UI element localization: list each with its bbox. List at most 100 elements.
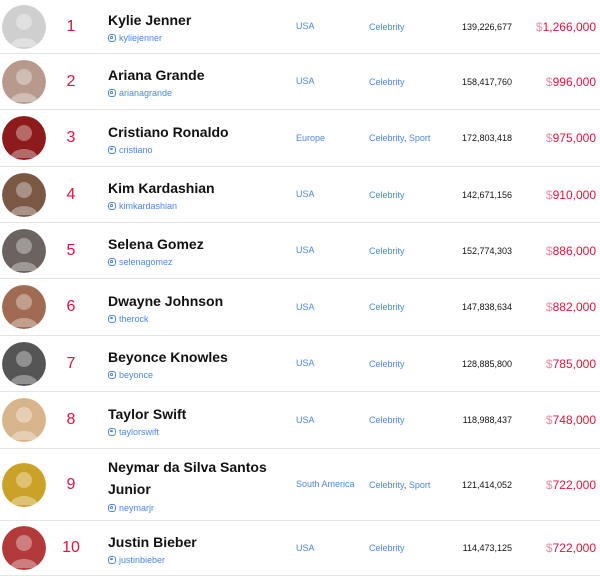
instagram-handle[interactable]: kimkardashian [108, 201, 177, 211]
influencer-name[interactable]: Kim Kardashian [108, 180, 215, 196]
avatar[interactable] [2, 526, 46, 570]
category-link[interactable]: Celebrity [369, 21, 405, 32]
post-price: $748,000 [546, 413, 596, 427]
instagram-handle[interactable]: selenagomez [108, 257, 173, 267]
post-price: $1,266,000 [536, 20, 596, 34]
avatar[interactable] [2, 59, 46, 104]
avatar[interactable] [2, 4, 46, 49]
table-row[interactable]: 10 Justin Bieber justinbieber USA Celebrity 1… [0, 521, 600, 576]
category-link[interactable]: Celebrity [369, 358, 405, 369]
handle-text[interactable]: cristiano [119, 144, 153, 155]
handle-text[interactable]: selenagomez [119, 257, 173, 267]
country-link[interactable]: USA [296, 245, 315, 255]
instagram-handle[interactable]: beyonce [108, 370, 153, 380]
category-link[interactable]: Celebrity [369, 189, 405, 200]
instagram-handle[interactable]: arianagrande [108, 88, 172, 98]
rank-cell: 9 [58, 449, 84, 520]
rank-cell: 3 [58, 110, 84, 166]
avatar[interactable] [2, 341, 46, 386]
instagram-icon [108, 89, 116, 97]
rank-cell: 1 [58, 0, 84, 53]
category-link[interactable]: Sport [408, 133, 431, 143]
country-link[interactable]: USA [296, 414, 315, 425]
name-cell: Cristiano Ronaldo cristiano [108, 110, 288, 166]
handle-text[interactable]: beyonce [119, 370, 154, 380]
price-value: 910,000 [552, 187, 596, 202]
currency-symbol: $ [545, 131, 553, 145]
influencer-name[interactable]: Ariana Grande [108, 67, 205, 83]
name-cell: Justin Bieber justinbieber [108, 521, 288, 575]
table-row[interactable]: 1 Kylie Jenner kyliejenner USA Celebrity 139,… [0, 0, 600, 54]
category-link[interactable]: Celebrity [369, 415, 405, 425]
category-cell: Celebrity, Sport [369, 449, 449, 520]
handle-text[interactable]: taylorswift [119, 426, 160, 437]
influencer-name[interactable]: Selena Gomez [108, 236, 204, 252]
avatar-cell [2, 521, 48, 575]
influencer-name[interactable]: Kylie Jenner [108, 12, 192, 28]
influencer-name[interactable]: Beyonce Knowles [108, 349, 228, 365]
influencer-name[interactable]: Cristiano Ronaldo [108, 123, 229, 140]
category-link[interactable]: Sport [408, 479, 431, 490]
handle-text[interactable]: justinbieber [119, 554, 166, 565]
instagram-handle[interactable]: therock [108, 314, 149, 324]
influencer-name[interactable]: Justin Bieber [108, 533, 197, 550]
rank-number: 6 [66, 298, 76, 315]
instagram-handle[interactable]: neymarjr [108, 503, 154, 513]
name-cell: Ariana Grande arianagrande [108, 54, 288, 109]
price-value: 886,000 [552, 243, 596, 258]
avatar[interactable] [2, 285, 46, 329]
category-link[interactable]: Celebrity [369, 479, 404, 490]
table-row[interactable]: 7 Beyonce Knowles beyonce USA Celebrity 128,8… [0, 336, 600, 392]
category-link[interactable]: Celebrity [369, 76, 405, 87]
country-link[interactable]: USA [296, 301, 315, 312]
currency-symbol: $ [545, 300, 553, 314]
influencer-name[interactable]: Taylor Swift [108, 405, 187, 422]
table-row[interactable]: 5 Selena Gomez selenagomez USA Celebrity 152,… [0, 223, 600, 279]
country-link[interactable]: USA [296, 189, 315, 199]
follower-count: 158,417,760 [461, 76, 512, 87]
influencer-name[interactable]: Dwayne Johnson [108, 292, 224, 309]
follower-count: 114,473,125 [462, 543, 512, 553]
instagram-handle[interactable]: justinbieber [108, 555, 165, 565]
table-row[interactable]: 2 Ariana Grande arianagrande USA Celebrity 15… [0, 54, 600, 110]
avatar[interactable] [2, 462, 46, 507]
category-link[interactable]: Celebrity [369, 133, 404, 143]
category-link[interactable]: Celebrity [369, 245, 405, 256]
influencer-name[interactable]: Neymar da Silva Santos Junior [108, 459, 267, 497]
name-cell: Neymar da Silva Santos Junior neymarjr [108, 449, 288, 520]
table-row[interactable]: 9 Neymar da Silva Santos Junior neymarjr So… [0, 449, 600, 521]
category-link[interactable]: Celebrity [369, 543, 405, 553]
category-list: Celebrity [369, 359, 405, 369]
instagram-handle[interactable]: kyliejenner [108, 33, 162, 43]
handle-text[interactable]: therock [119, 313, 149, 324]
rank-cell: 4 [58, 167, 84, 222]
table-row[interactable]: 8 Taylor Swift taylorswift USA Celebrity 118,… [0, 392, 600, 449]
instagram-handle[interactable]: cristiano [108, 145, 153, 155]
follower-count: 172,803,418 [461, 133, 512, 143]
rank-cell: 8 [58, 392, 84, 448]
category-link[interactable]: Celebrity [369, 302, 405, 312]
avatar[interactable] [2, 228, 46, 273]
rank-number: 10 [62, 539, 80, 556]
handle-text[interactable]: neymarjr [119, 503, 155, 513]
avatar[interactable] [2, 116, 46, 160]
country-link[interactable]: USA [296, 76, 315, 86]
rank-number: 7 [66, 354, 76, 372]
country-link[interactable]: USA [296, 21, 315, 31]
country-cell: South America [296, 449, 356, 520]
avatar[interactable] [2, 398, 46, 442]
followers-cell: 128,885,800 [452, 336, 512, 391]
country-link[interactable]: USA [296, 542, 315, 553]
handle-text[interactable]: kimkardashian [119, 201, 178, 211]
table-row[interactable]: 4 Kim Kardashian kimkardashian USA Celebrity… [0, 167, 600, 223]
instagram-handle[interactable]: taylorswift [108, 427, 159, 437]
country-link[interactable]: Europe [296, 132, 326, 143]
avatar[interactable] [2, 172, 46, 217]
table-row[interactable]: 3 Cristiano Ronaldo cristiano Europe Celebri… [0, 110, 600, 167]
country-link[interactable]: South America [296, 479, 355, 489]
handle-text[interactable]: kyliejenner [119, 33, 163, 43]
table-row[interactable]: 6 Dwayne Johnson therock USA Celebrity 147,83… [0, 279, 600, 336]
handle-text[interactable]: arianagrande [119, 88, 173, 98]
country-link[interactable]: USA [296, 358, 315, 368]
